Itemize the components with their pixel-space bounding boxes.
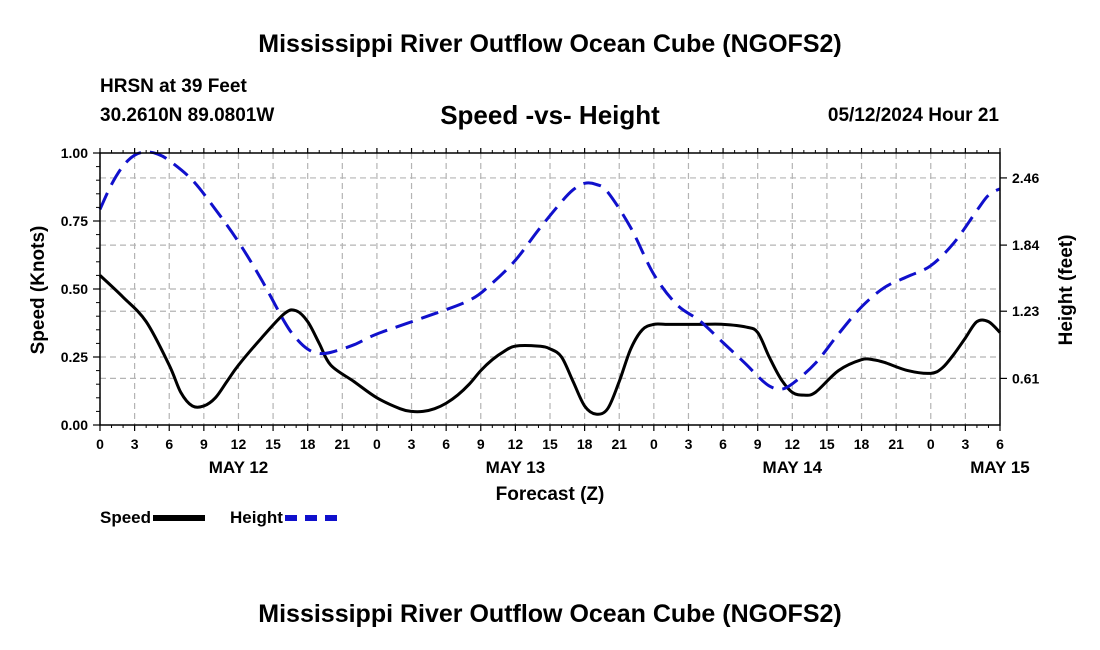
x-tick-label: 9 (754, 436, 762, 452)
height-data-point (237, 241, 239, 243)
height-data-point (976, 209, 978, 211)
height-data-point (295, 337, 297, 339)
y2-tick-label: 2.46 (1012, 170, 1039, 186)
x-tick-label: 6 (996, 436, 1004, 452)
y-axis-title: Speed (Knots) (28, 226, 49, 355)
x-tick-label: 18 (854, 436, 870, 452)
x-tick-label: 0 (927, 436, 935, 452)
height-data-point (837, 333, 839, 335)
height-data-point (780, 388, 782, 390)
height-series-line (98, 150, 1001, 391)
height-data-point (561, 201, 563, 203)
x-tick-label: 15 (265, 436, 281, 452)
forecast-run-time: 05/12/2024 Hour 21 (827, 105, 999, 126)
legend-height-label: Height (230, 508, 283, 527)
chart-title-bottom: Mississippi River Outflow Ocean Cube (NG… (258, 600, 842, 628)
axis-layer: 0 3 6 9 12 15 18 21 0 3 6 9 12 15 18 21 0 3 6 9 12 15 18 21 0 3 6 0… (61, 145, 1040, 477)
x-day-label: MAY 13 (486, 458, 546, 477)
y2-axis-title: Height (feet) (1056, 235, 1077, 346)
x-day-label: MAY 12 (209, 458, 269, 477)
legend-speed-swatch (153, 515, 206, 521)
speed-series-line (98, 274, 1002, 416)
x-tick-label: 21 (611, 436, 627, 452)
x-day-label: MAY 14 (763, 458, 823, 477)
legend-height: Height (230, 508, 337, 528)
grid-lines (99, 153, 1001, 425)
x-tick-label: 9 (477, 436, 485, 452)
y2-tick-label: 1.23 (1012, 303, 1039, 319)
height-data-point (676, 304, 678, 306)
height-data-point (168, 160, 170, 162)
x-tick-label: 6 (719, 436, 727, 452)
x-tick-label: 3 (408, 436, 416, 452)
x-tick-label: 15 (542, 436, 558, 452)
x-tick-label: 0 (373, 436, 381, 452)
x-tick-label: 3 (131, 436, 139, 452)
x-tick-label: 3 (685, 436, 693, 452)
series-layer (98, 150, 1002, 416)
legend-height-swatch (284, 515, 337, 521)
x-tick-label: 12 (785, 436, 801, 452)
x-tick-label: 0 (650, 436, 658, 452)
x-axis-title: Forecast (Z) (496, 484, 605, 505)
y-tick-label: 1.00 (61, 145, 88, 161)
station-label: HRSN at 39 Feet (100, 76, 247, 97)
legend-speed: Speed (100, 508, 206, 528)
legend-speed-label: Speed (100, 508, 152, 527)
height-data-point (468, 299, 470, 301)
x-tick-label: 15 (819, 436, 835, 452)
x-tick-label: 3 (961, 436, 969, 452)
x-tick-label: 6 (165, 436, 173, 452)
x-tick-label: 18 (300, 436, 316, 452)
y-tick-label: 0.00 (61, 417, 88, 433)
x-tick-label: 21 (888, 436, 904, 452)
height-data-point (191, 179, 193, 181)
x-tick-label: 21 (335, 436, 351, 452)
y-tick-label: 0.50 (61, 281, 88, 297)
y-tick-label: 0.75 (61, 213, 88, 229)
x-tick-label: 6 (442, 436, 450, 452)
x-tick-label: 12 (231, 436, 247, 452)
x-tick-label: 18 (577, 436, 593, 452)
x-tick-label: 9 (200, 436, 208, 452)
y2-tick-label: 1.84 (1012, 237, 1039, 253)
x-tick-label: 0 (96, 436, 104, 452)
station-coordinates: 30.2610N 89.0801W (100, 105, 275, 126)
y2-tick-label: 0.61 (1012, 370, 1039, 386)
y-tick-label: 0.25 (61, 349, 88, 365)
chart-subtitle: Speed -vs- Height (440, 100, 660, 130)
height-data-point (122, 165, 124, 167)
x-tick-label: 12 (508, 436, 524, 452)
x-day-label: MAY 15 (970, 458, 1030, 477)
chart-title-top: Mississippi River Outflow Ocean Cube (NG… (258, 30, 842, 58)
